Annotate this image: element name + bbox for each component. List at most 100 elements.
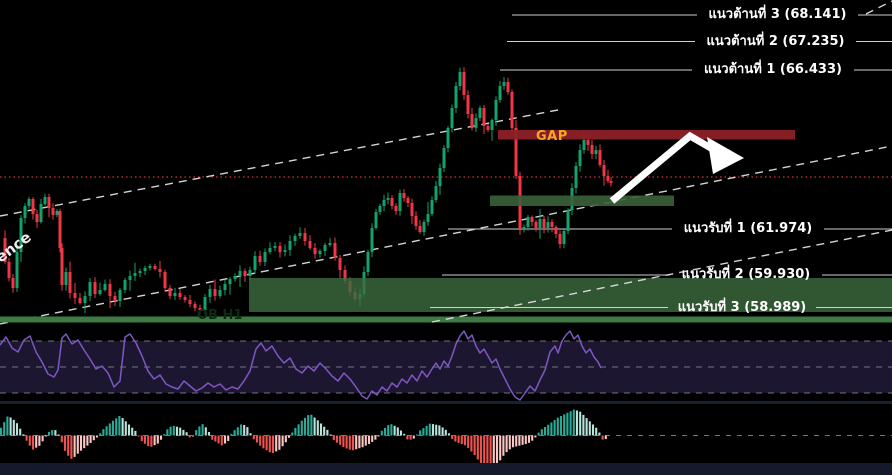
histogram-bar	[383, 427, 387, 436]
candle-body	[442, 148, 446, 168]
histogram-bar	[73, 435, 76, 457]
trendline[interactable]	[0, 109, 559, 217]
candle-body	[594, 150, 598, 154]
histogram-bar	[169, 426, 172, 436]
order-block-mid-zone[interactable]	[490, 195, 674, 207]
candle-body	[188, 300, 192, 304]
histogram-bar	[153, 435, 156, 446]
histogram-bar	[499, 435, 502, 461]
candle-body	[462, 72, 466, 95]
candle-body	[3, 238, 7, 262]
histogram-bar	[102, 429, 105, 436]
gap-zone-label[interactable]: GAP	[536, 129, 568, 144]
histogram-bar	[252, 435, 255, 440]
candle-body	[55, 211, 59, 215]
order-block-label[interactable]: OB H1	[197, 308, 243, 323]
candle-body	[386, 198, 390, 200]
histogram-bar	[108, 423, 111, 436]
candle-body	[123, 280, 127, 290]
candle-body	[51, 208, 55, 215]
histogram-bar	[431, 424, 435, 436]
histogram-bar	[537, 432, 540, 436]
trendline[interactable]	[865, 0, 892, 15]
histogram-bar	[51, 430, 54, 436]
candle-body	[283, 250, 287, 252]
histogram-bar	[217, 435, 220, 444]
candle-body	[318, 251, 322, 254]
histogram-bar	[111, 420, 115, 436]
arrow-head[interactable]	[707, 137, 744, 174]
support-label-2[interactable]: แนวรับที่ 2 (59.930)	[681, 267, 811, 282]
histogram-bar	[419, 430, 422, 436]
histogram-bar	[467, 435, 470, 448]
histogram-bar	[223, 435, 227, 444]
candle-body	[143, 268, 147, 271]
histogram-bar	[143, 435, 147, 444]
histogram-bar	[271, 435, 275, 453]
candle-body	[11, 278, 15, 288]
candle-body	[31, 199, 35, 214]
histogram-bar	[134, 430, 137, 436]
candle-body	[446, 128, 450, 148]
histogram-bar	[86, 435, 89, 446]
histogram-bar	[387, 425, 390, 436]
histogram-bar	[191, 435, 195, 437]
resistance-label-2[interactable]: แนวต้านที่ 2 (67.235)	[706, 33, 845, 49]
candle-body	[558, 234, 562, 244]
trendline[interactable]	[0, 145, 892, 325]
candle-body	[378, 206, 382, 212]
histogram-bar	[543, 427, 547, 436]
histogram-bar	[527, 435, 531, 443]
histogram-bar	[483, 435, 486, 467]
candle-body	[39, 204, 43, 222]
gap-zone[interactable]	[498, 130, 795, 140]
histogram-bar	[63, 435, 67, 451]
candle-body	[486, 126, 490, 130]
histogram-bar	[163, 434, 166, 436]
candle-body	[598, 150, 602, 165]
support-label-1[interactable]: แนวรับที่ 1 (61.974)	[683, 221, 813, 236]
candle-body	[158, 269, 162, 272]
histogram-bar	[287, 435, 291, 438]
candle-body	[502, 82, 506, 86]
candle-body	[47, 197, 51, 208]
histogram-bar	[105, 426, 108, 436]
arrow-annotation[interactable]	[609, 131, 718, 204]
histogram-bar	[380, 430, 383, 436]
candle-body	[103, 284, 107, 290]
macd-histogram	[0, 409, 607, 470]
candle-body	[263, 252, 267, 262]
histogram-bar	[159, 435, 163, 440]
histogram-bar	[236, 427, 239, 436]
candle-body	[213, 289, 217, 296]
resistance-label-3[interactable]: แนวต้านที่ 3 (68.141)	[708, 7, 847, 22]
candle-body	[203, 297, 207, 310]
histogram-bar	[345, 435, 348, 449]
candle-body	[406, 198, 410, 203]
histogram-bar	[172, 425, 175, 436]
candle-body	[258, 256, 262, 262]
histogram-bar	[524, 435, 527, 445]
candle-body	[58, 211, 62, 248]
histogram-bar	[57, 434, 60, 436]
histogram-bar	[502, 435, 505, 456]
histogram-bar	[403, 433, 406, 436]
candle-body	[590, 145, 594, 154]
histogram-bar	[515, 435, 518, 447]
candle-body	[374, 212, 378, 228]
histogram-bar	[511, 435, 515, 448]
candle-body	[338, 258, 342, 270]
histogram-bar	[284, 435, 287, 443]
resistance-label-1[interactable]: แนวต้านที่ 1 (66.433)	[704, 62, 842, 77]
histogram-bar	[457, 435, 460, 443]
candle-body	[434, 186, 438, 200]
histogram-bar	[505, 435, 508, 453]
support-label-3[interactable]: แนวรับที่ 3 (58.989)	[677, 299, 807, 315]
candle-body	[410, 203, 414, 216]
histogram-bar	[249, 433, 252, 436]
histogram-bar	[89, 435, 92, 443]
histogram-bar	[47, 431, 51, 436]
candle-body	[538, 219, 542, 228]
candle-body	[19, 218, 23, 252]
histogram-bar	[492, 435, 495, 468]
